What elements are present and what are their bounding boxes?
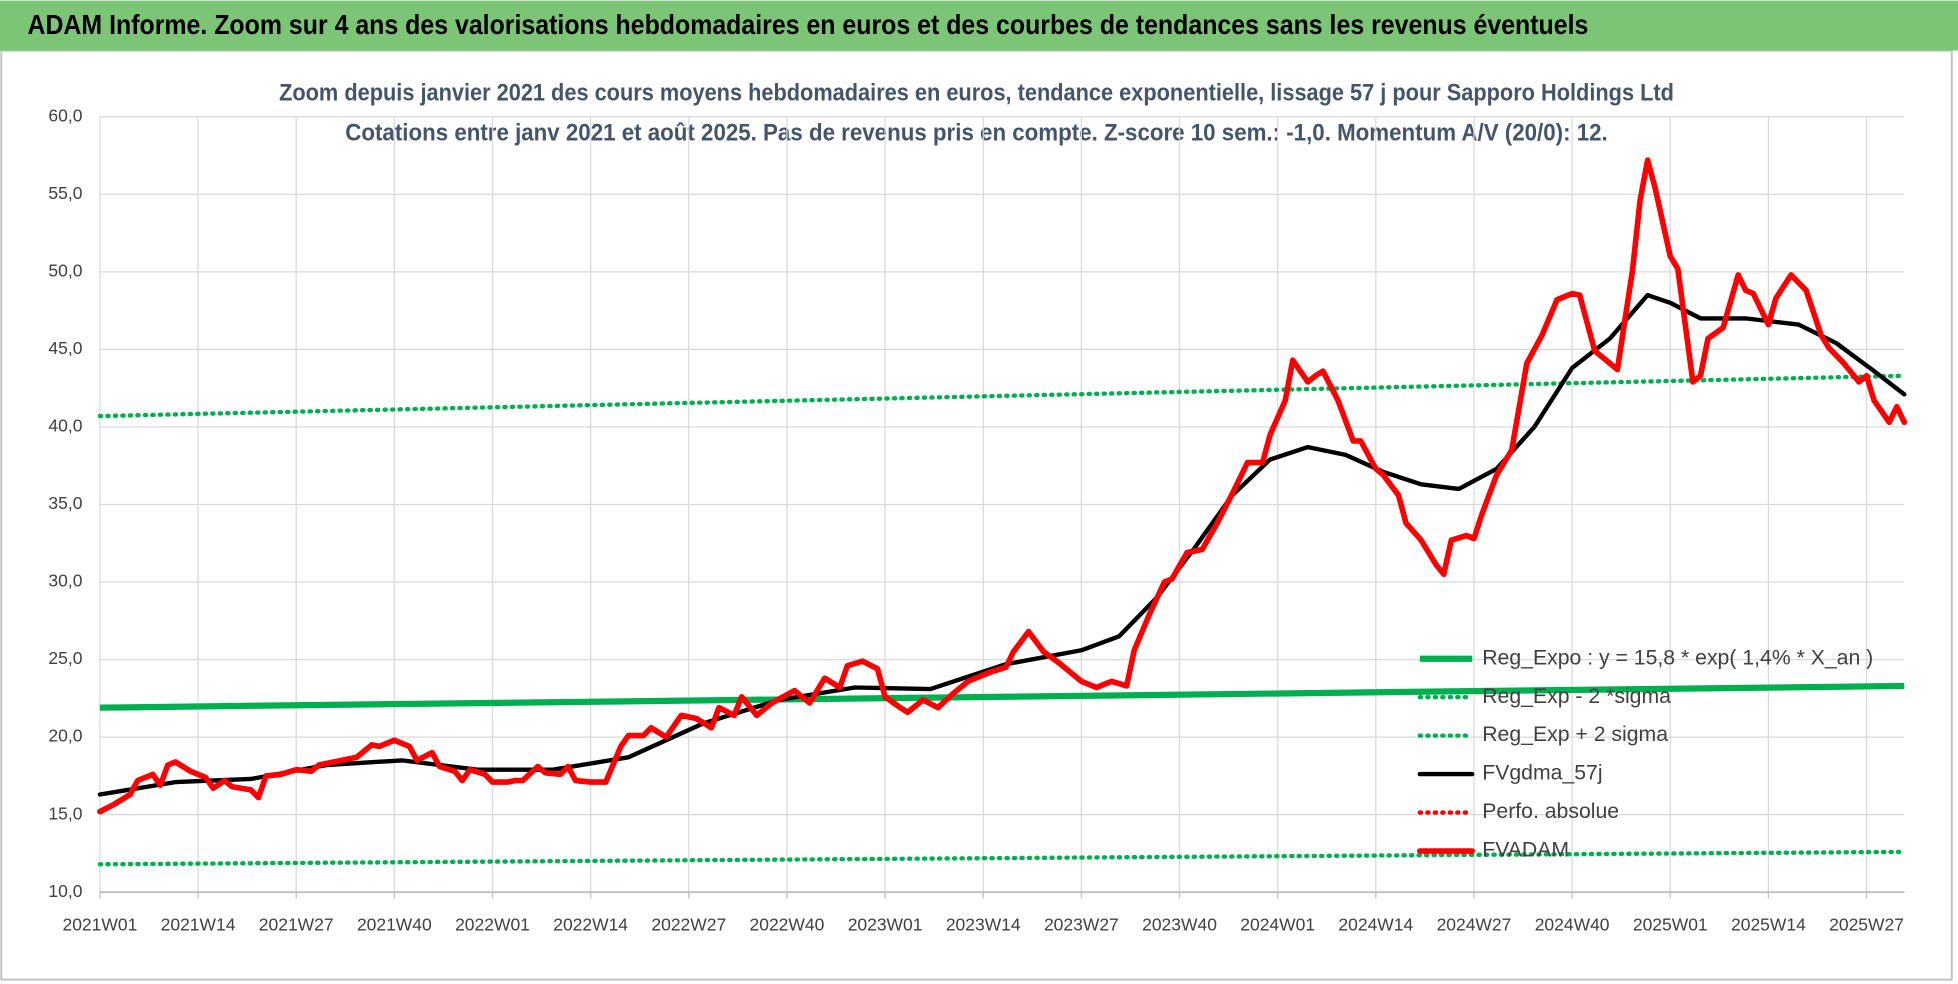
y-tick-label: 50,0 — [48, 260, 82, 280]
y-tick-label: 40,0 — [48, 416, 82, 436]
series-line — [97, 157, 1908, 815]
y-tick-label: 45,0 — [48, 338, 82, 358]
x-tick-label: 2023W14 — [946, 915, 1021, 935]
legend-label: Reg_Exp - 2 *sigma — [1482, 685, 1671, 708]
header-band — [0, 0, 1958, 51]
x-tick-label: 2023W40 — [1142, 915, 1217, 935]
x-tick-label: 2024W01 — [1240, 915, 1315, 935]
y-tick-label: 10,0 — [48, 881, 82, 901]
x-tick-label: 2023W27 — [1044, 915, 1119, 935]
y-tick-label: 25,0 — [48, 648, 82, 668]
legend-label: Reg_Exp + 2 sigma — [1482, 723, 1668, 746]
x-tick-label: 2024W14 — [1338, 915, 1413, 935]
legend-label: FVgdma_57j — [1482, 762, 1602, 785]
x-tick-label: 2021W27 — [259, 915, 334, 935]
chart-subtitle: Cotations entre janv 2021 et août 2025. … — [345, 121, 1607, 147]
chart-title: Zoom depuis janvier 2021 des cours moyen… — [279, 81, 1674, 107]
y-tick-label: 35,0 — [48, 493, 82, 513]
y-tick-label: 60,0 — [48, 105, 82, 125]
legend-label: FVADAM — [1482, 839, 1569, 862]
x-tick-label: 2025W14 — [1731, 915, 1806, 935]
x-tick-label: 2025W27 — [1829, 915, 1904, 935]
y-tick-label: 30,0 — [48, 571, 82, 591]
x-tick-label: 2025W01 — [1633, 915, 1708, 935]
series-line — [97, 373, 1907, 419]
legend-label: Reg_Expo : y = 15,8 * exp( 1,4% * X_an ) — [1482, 646, 1873, 669]
y-tick-label: 55,0 — [48, 183, 82, 203]
x-tick-label: 2022W01 — [455, 915, 530, 935]
header-title: ADAM Informe. Zoom sur 4 ans des valoris… — [27, 9, 1588, 40]
x-tick-label: 2024W40 — [1535, 915, 1610, 935]
legend-label: Perfo. absolue — [1482, 800, 1619, 823]
x-tick-label: 2022W27 — [651, 915, 726, 935]
x-tick-label: 2023W01 — [848, 915, 923, 935]
x-tick-label: 2022W14 — [553, 915, 628, 935]
y-tick-label: 20,0 — [48, 726, 82, 746]
y-tick-label: 15,0 — [48, 803, 82, 823]
x-tick-label: 2021W01 — [63, 915, 138, 935]
x-tick-label: 2021W14 — [161, 915, 236, 935]
x-tick-label: 2021W40 — [357, 915, 432, 935]
series-line — [97, 849, 1907, 867]
x-tick-label: 2024W27 — [1437, 915, 1512, 935]
x-tick-label: 2022W40 — [750, 915, 825, 935]
series-line — [99, 682, 1905, 711]
